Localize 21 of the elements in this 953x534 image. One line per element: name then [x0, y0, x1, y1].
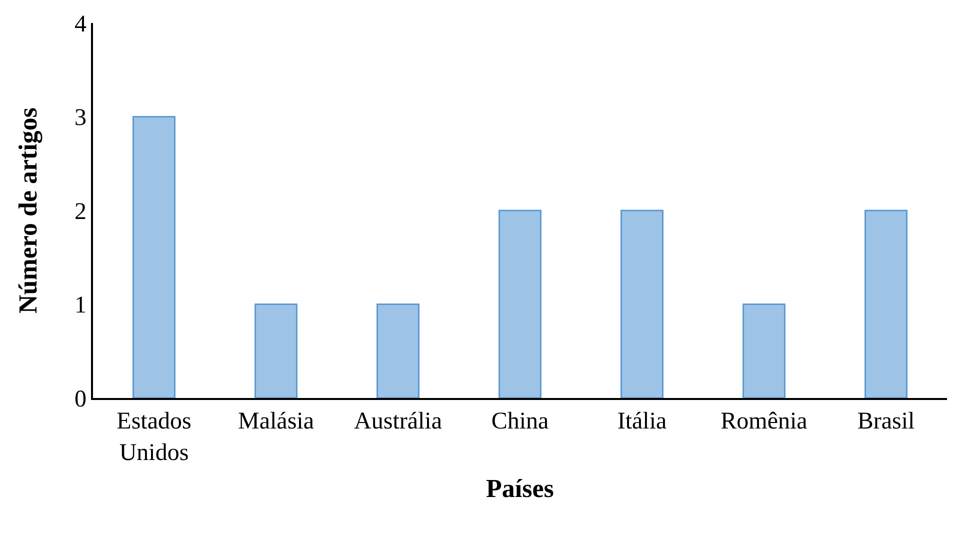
x-tick-label: Estados Unidos: [116, 408, 192, 466]
bar: [742, 304, 786, 398]
bar: [620, 210, 664, 398]
bar: [498, 210, 542, 398]
y-axis-title: Número de artigos: [13, 107, 42, 314]
x-tick-label: Brasil: [857, 408, 915, 435]
x-tick-label: Itália: [617, 408, 667, 435]
x-tick-label: Austrália: [354, 408, 442, 435]
x-tick-label: Romênia: [720, 408, 808, 435]
y-tick-label: 4: [74, 11, 86, 38]
y-tick-label: 0: [74, 386, 86, 412]
bar: [132, 116, 176, 398]
x-tick-label: Malásia: [238, 408, 314, 435]
bar: [254, 304, 298, 398]
bar: [376, 304, 420, 398]
bar: [864, 210, 908, 398]
x-tick-label: China: [491, 408, 550, 435]
y-tick-label: 2: [74, 198, 86, 225]
x-axis-title: Países: [486, 474, 554, 503]
y-tick-label: 1: [74, 292, 86, 319]
y-tick-label: 3: [74, 105, 86, 132]
